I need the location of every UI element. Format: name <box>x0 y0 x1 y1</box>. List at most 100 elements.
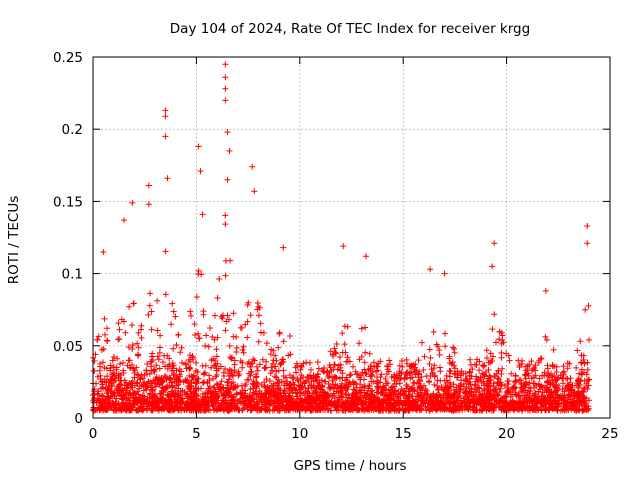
data-point <box>449 400 456 407</box>
data-point <box>400 392 407 399</box>
data-point <box>159 359 166 366</box>
data-point <box>203 332 210 339</box>
data-point <box>125 357 132 364</box>
data-point <box>374 383 381 390</box>
data-point <box>271 363 278 370</box>
data-point <box>270 388 277 395</box>
data-point <box>307 398 314 405</box>
data-point <box>110 354 117 361</box>
data-point <box>156 344 163 351</box>
data-point <box>568 406 575 413</box>
data-point <box>504 405 511 412</box>
data-point <box>528 358 535 365</box>
data-point <box>375 379 382 386</box>
data-point <box>550 346 557 353</box>
data-point <box>169 404 176 411</box>
data-point <box>151 366 158 373</box>
data-point <box>143 367 150 374</box>
data-point <box>451 365 458 372</box>
data-point <box>413 407 420 414</box>
data-point <box>99 384 106 391</box>
data-point <box>212 396 219 403</box>
data-point <box>132 390 139 397</box>
data-point <box>268 364 275 371</box>
data-point <box>352 368 359 375</box>
data-point <box>161 398 168 405</box>
data-point <box>449 406 456 413</box>
data-point <box>536 375 543 382</box>
data-point <box>184 377 191 384</box>
data-point <box>553 369 560 376</box>
data-point <box>165 363 172 370</box>
data-point <box>118 407 125 414</box>
data-point <box>267 370 274 377</box>
data-point <box>126 397 133 404</box>
data-point <box>362 349 369 356</box>
data-point <box>526 361 533 368</box>
data-point <box>310 384 317 391</box>
data-point <box>446 383 453 390</box>
data-point <box>175 385 182 392</box>
data-point <box>472 407 479 414</box>
data-point <box>148 308 155 315</box>
data-point <box>208 400 215 407</box>
data-point <box>170 345 177 352</box>
data-point <box>498 349 505 356</box>
data-point <box>554 392 561 399</box>
data-point <box>102 331 109 338</box>
data-point <box>124 403 131 410</box>
data-point <box>456 400 463 407</box>
data-point <box>145 182 152 189</box>
data-point <box>368 391 375 398</box>
data-point <box>166 375 173 382</box>
data-point <box>267 377 274 384</box>
data-point <box>131 401 138 408</box>
data-point <box>375 360 382 367</box>
data-point <box>361 359 368 366</box>
data-point <box>349 399 356 406</box>
data-point <box>248 368 255 375</box>
data-point <box>495 399 502 406</box>
data-point <box>442 343 449 350</box>
data-point <box>365 366 372 373</box>
data-point <box>480 363 487 370</box>
data-point <box>423 373 430 380</box>
data-point <box>254 400 261 407</box>
data-point <box>491 387 498 394</box>
data-point <box>490 402 497 409</box>
data-point <box>301 396 308 403</box>
data-point <box>374 399 381 406</box>
data-point <box>112 377 119 384</box>
data-point <box>213 346 220 353</box>
data-point <box>251 188 258 195</box>
data-point <box>331 395 338 402</box>
data-point <box>190 404 197 411</box>
data-point <box>491 311 498 318</box>
data-point <box>467 381 474 388</box>
data-point <box>529 406 536 413</box>
data-point <box>491 240 498 247</box>
y-tick-label: 0.25 <box>53 50 83 66</box>
data-point <box>297 375 304 382</box>
data-point <box>547 392 554 399</box>
data-point <box>407 400 414 407</box>
data-point <box>532 372 539 379</box>
data-point <box>263 340 270 347</box>
data-point <box>162 248 169 255</box>
data-point <box>154 327 161 334</box>
data-point <box>552 377 559 384</box>
data-point <box>195 267 202 274</box>
data-point <box>196 335 203 342</box>
data-point <box>567 379 574 386</box>
data-point <box>561 388 568 395</box>
data-point <box>194 400 201 407</box>
data-point <box>187 308 194 315</box>
data-point <box>123 399 130 406</box>
data-point <box>165 396 172 403</box>
data-point <box>267 351 274 358</box>
data-point <box>342 349 349 356</box>
data-point <box>173 374 180 381</box>
data-points <box>90 61 593 414</box>
data-point <box>285 352 292 359</box>
data-point <box>418 339 425 346</box>
